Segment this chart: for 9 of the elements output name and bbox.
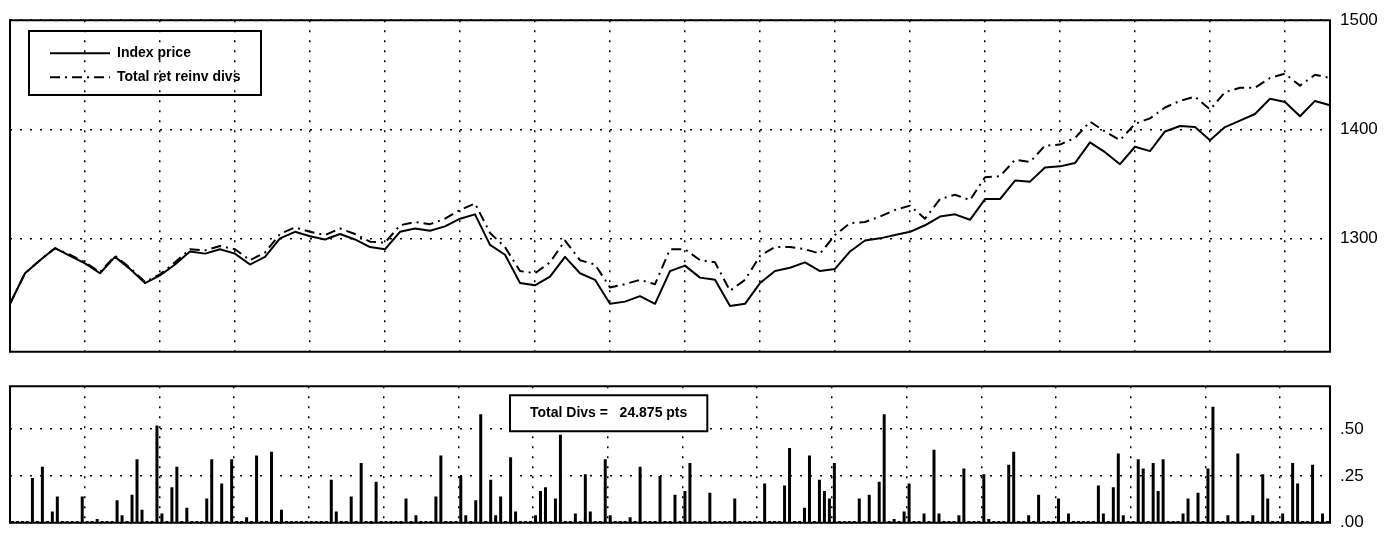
y-tick-label: 1300 <box>1340 228 1378 248</box>
y-tick-label: .25 <box>1340 465 1364 485</box>
annotation: Total Divs = 24.875 pts <box>530 404 688 421</box>
legend-label: Total ret reinv divs <box>117 68 241 85</box>
legend-label: Index price <box>117 44 192 61</box>
y-tick-label: .50 <box>1340 418 1364 438</box>
y-tick-label: .00 <box>1340 512 1364 532</box>
y-tick-label: 1400 <box>1340 118 1378 138</box>
y-tick-label: 1500 <box>1340 9 1378 29</box>
